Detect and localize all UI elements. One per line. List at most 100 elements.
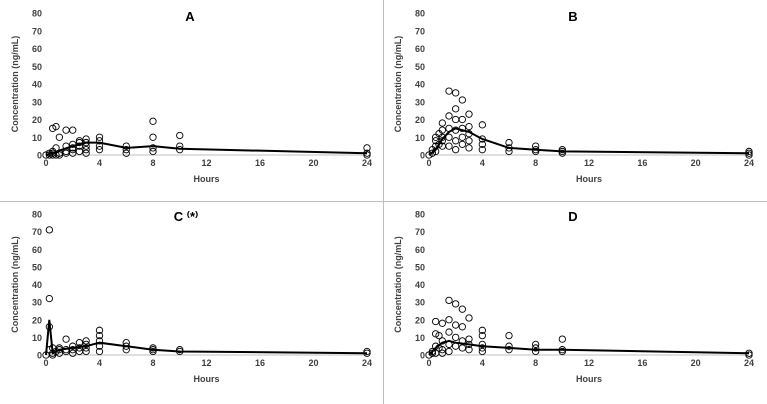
x-tick-label: 12 <box>584 158 594 168</box>
x-tick-label: 4 <box>480 158 485 168</box>
data-point <box>478 347 486 356</box>
data-point <box>532 147 540 156</box>
data-point <box>478 331 486 340</box>
y-tick-label: 50 <box>415 262 425 272</box>
data-point <box>465 122 473 131</box>
data-point <box>122 149 130 157</box>
x-tick-label: 20 <box>308 158 318 168</box>
y-tick-label: 10 <box>415 133 425 143</box>
data-point <box>82 149 90 157</box>
data-point <box>75 339 84 347</box>
data-point <box>505 331 513 340</box>
data-point <box>69 126 77 134</box>
y-tick-label: 20 <box>415 315 425 325</box>
x-tick-label: 4 <box>480 358 485 368</box>
x-axis-label: Hours <box>193 174 219 184</box>
y-tick-label: 40 <box>32 80 42 90</box>
data-point <box>505 138 513 147</box>
data-point <box>452 300 460 308</box>
y-tick-label: 30 <box>32 97 42 107</box>
y-tick-label: 10 <box>415 333 425 343</box>
data-point <box>55 151 64 159</box>
x-axis-label: Hours <box>576 174 602 184</box>
x-tick-label: 0 <box>43 158 48 168</box>
data-point <box>465 346 473 354</box>
x-axis-label: Hours <box>576 374 602 384</box>
x-tick-label: 8 <box>150 358 155 368</box>
data-point <box>55 133 64 141</box>
data-point <box>438 126 446 134</box>
data-point <box>452 105 460 113</box>
data-point <box>149 117 157 125</box>
data-point <box>82 344 90 352</box>
chart-panel: 0 10 20 30 40 50 60 70 80 0 4 8 12 16 20 24 Hours Concent… <box>10 209 372 384</box>
y-tick-label: 80 <box>415 9 425 19</box>
data-point <box>465 144 473 152</box>
data-point <box>363 151 371 159</box>
data-point <box>95 137 104 145</box>
data-point <box>465 314 473 322</box>
data-point <box>69 346 77 354</box>
data-point <box>452 146 460 154</box>
data-point <box>438 349 446 357</box>
y-axis-label: Concentration (ng/mL) <box>393 236 403 333</box>
y-tick-label: 50 <box>415 62 425 72</box>
x-tick-label: 16 <box>255 158 265 168</box>
data-point <box>532 347 540 356</box>
data-point <box>452 115 460 124</box>
data-point <box>478 326 486 334</box>
y-tick-label: 80 <box>32 210 42 220</box>
y-tick-label: 40 <box>415 280 425 290</box>
y-tick-label: 0 <box>420 351 425 361</box>
data-point <box>458 305 466 313</box>
data-point <box>62 335 70 343</box>
data-point <box>558 335 566 343</box>
x-tick-label: 24 <box>744 358 754 368</box>
y-tick-label: 70 <box>32 26 42 36</box>
data-point <box>445 142 453 150</box>
x-tick-label: 20 <box>308 358 318 368</box>
data-point <box>45 294 53 303</box>
data-point <box>95 347 104 356</box>
data-point <box>452 137 460 145</box>
mean-line <box>428 127 750 156</box>
x-tick-label: 20 <box>691 158 701 168</box>
data-point <box>458 140 466 149</box>
data-point <box>176 346 184 354</box>
data-point <box>458 323 466 331</box>
data-point <box>438 346 446 354</box>
y-tick-label: 20 <box>32 315 42 325</box>
data-point <box>149 147 157 156</box>
x-tick-label: 24 <box>362 358 372 368</box>
y-axis-label: Concentration (ng/mL) <box>10 236 20 333</box>
panel-title: A <box>185 9 195 24</box>
chart-panel: 0 10 20 30 40 50 60 70 80 0 4 8 12 16 20 24 Hours Concent… <box>393 9 754 185</box>
data-point <box>478 146 486 154</box>
data-point <box>445 133 453 141</box>
data-point <box>558 347 566 356</box>
y-tick-label: 50 <box>32 62 42 72</box>
data-point <box>122 142 130 150</box>
data-point <box>176 131 184 140</box>
x-tick-label: 16 <box>255 358 265 368</box>
y-tick-label: 30 <box>415 97 425 107</box>
data-point <box>532 340 540 349</box>
y-tick-label: 10 <box>32 133 42 143</box>
y-tick-label: 60 <box>415 245 425 255</box>
y-tick-label: 40 <box>415 80 425 90</box>
x-tick-label: 24 <box>744 158 754 168</box>
chart-panel: 0 10 20 30 40 50 60 70 80 0 4 8 12 16 20 24 Hours Concent… <box>10 9 372 185</box>
data-point <box>445 296 453 305</box>
data-point <box>445 112 453 120</box>
y-tick-label: 80 <box>32 9 42 19</box>
data-point <box>82 146 90 154</box>
data-point <box>82 337 90 345</box>
data-point <box>445 328 453 336</box>
x-tick-label: 8 <box>150 158 155 168</box>
data-point <box>458 133 466 141</box>
panel-title: C ⁽*⁾ <box>174 209 198 224</box>
data-point <box>438 319 446 327</box>
data-point <box>745 351 753 359</box>
y-tick-label: 0 <box>37 151 42 161</box>
